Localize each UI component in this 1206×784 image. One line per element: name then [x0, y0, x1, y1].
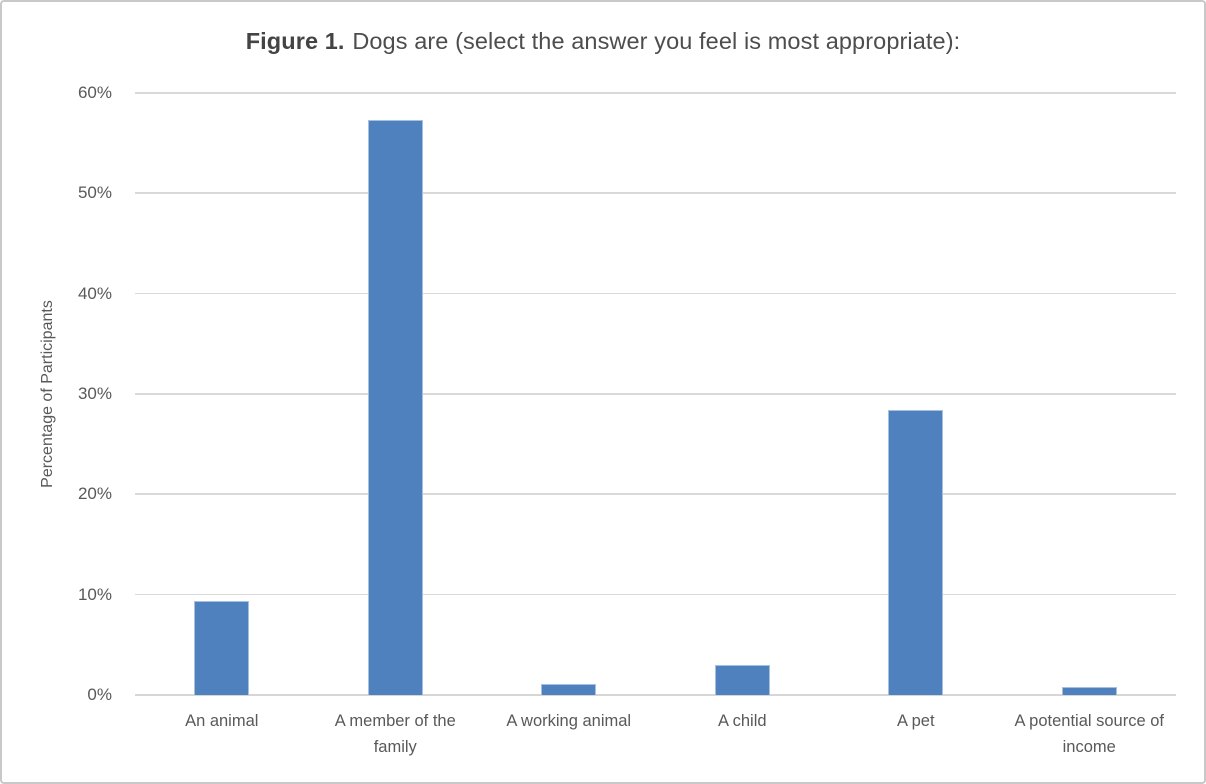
gridline-40%	[135, 292, 1176, 295]
bar-a-child	[714, 664, 770, 695]
y-tick-label-10%: 10%	[77, 584, 112, 604]
gridline-30%	[135, 393, 1176, 395]
x-category-label-a-pet: A pet	[896, 712, 935, 730]
x-category-label-a-potential-source-of-income: A potential source of income	[1014, 712, 1164, 756]
bar-a-working-animal	[541, 683, 597, 695]
gridline-10%	[135, 593, 1176, 596]
y-tick-label-60%: 60%	[77, 83, 112, 102]
bar-an-animal	[194, 600, 250, 695]
gridline-0%	[135, 694, 1176, 696]
gridline-60%	[135, 92, 1176, 94]
x-category-label-a-working-animal: A working animal	[506, 712, 632, 730]
x-category-label-a-child: A child	[717, 712, 767, 730]
y-tick-label-30%: 30%	[77, 384, 112, 403]
y-tick-label-0%: 0%	[87, 685, 112, 704]
chart-title-question: Dogs are (select the answer you feel is …	[352, 28, 961, 54]
y-tick-label-20%: 20%	[77, 484, 112, 504]
x-category-label-an-animal: An animal	[185, 712, 259, 730]
y-tick-label-40%: 40%	[77, 283, 112, 303]
bar-a-potential-source-of-income	[1061, 686, 1117, 695]
chart-title: Figure 1. Dogs are (select the answer you…	[2, 28, 1204, 55]
bar-a-pet	[888, 410, 944, 695]
x-category-label-a-member-of-the-family: A member of the family	[334, 712, 456, 756]
bar-a-member-of-the-family	[367, 120, 423, 695]
gridline-50%	[135, 192, 1176, 194]
gridline-20%	[135, 493, 1176, 495]
chart-title-figure-label: Figure 1.	[245, 28, 345, 54]
y-tick-label-50%: 50%	[77, 183, 112, 203]
